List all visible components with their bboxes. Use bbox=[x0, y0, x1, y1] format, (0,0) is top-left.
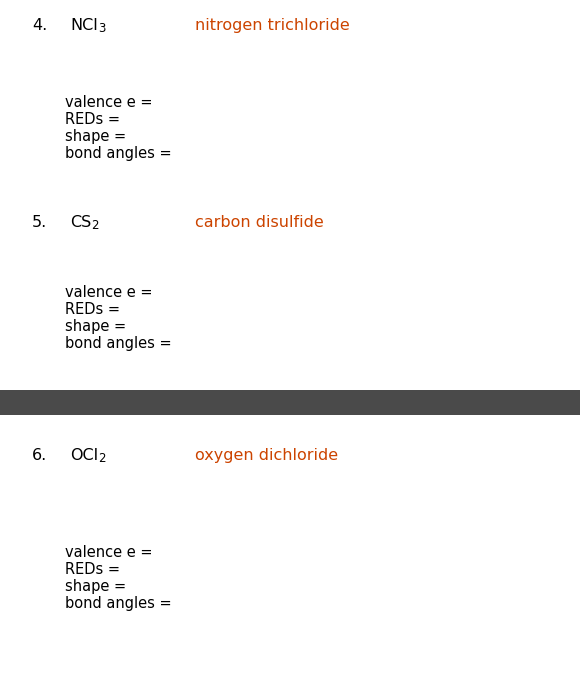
Text: CS: CS bbox=[70, 215, 91, 230]
Text: shape =: shape = bbox=[65, 129, 126, 144]
Text: REDs =: REDs = bbox=[65, 302, 120, 317]
Text: 6.: 6. bbox=[32, 448, 47, 463]
Text: carbon disulfide: carbon disulfide bbox=[195, 215, 324, 230]
Text: NCl: NCl bbox=[70, 18, 98, 33]
Text: nitrogen trichloride: nitrogen trichloride bbox=[195, 18, 350, 33]
Text: REDs =: REDs = bbox=[65, 112, 120, 127]
Text: 2: 2 bbox=[98, 452, 106, 465]
Text: oxygen dichloride: oxygen dichloride bbox=[195, 448, 338, 463]
Text: bond angles =: bond angles = bbox=[65, 596, 172, 611]
Text: OCl: OCl bbox=[70, 448, 98, 463]
Text: valence e =: valence e = bbox=[65, 545, 153, 560]
Text: valence e =: valence e = bbox=[65, 95, 153, 110]
Text: 2: 2 bbox=[91, 219, 99, 232]
Text: bond angles =: bond angles = bbox=[65, 336, 172, 351]
Text: REDs =: REDs = bbox=[65, 562, 120, 577]
Text: 5.: 5. bbox=[32, 215, 47, 230]
Bar bbox=[0, 390, 580, 415]
Text: shape =: shape = bbox=[65, 579, 126, 594]
Text: bond angles =: bond angles = bbox=[65, 146, 172, 161]
Text: 3: 3 bbox=[98, 22, 105, 35]
Text: 4.: 4. bbox=[32, 18, 47, 33]
Text: shape =: shape = bbox=[65, 319, 126, 334]
Text: valence e =: valence e = bbox=[65, 285, 153, 300]
